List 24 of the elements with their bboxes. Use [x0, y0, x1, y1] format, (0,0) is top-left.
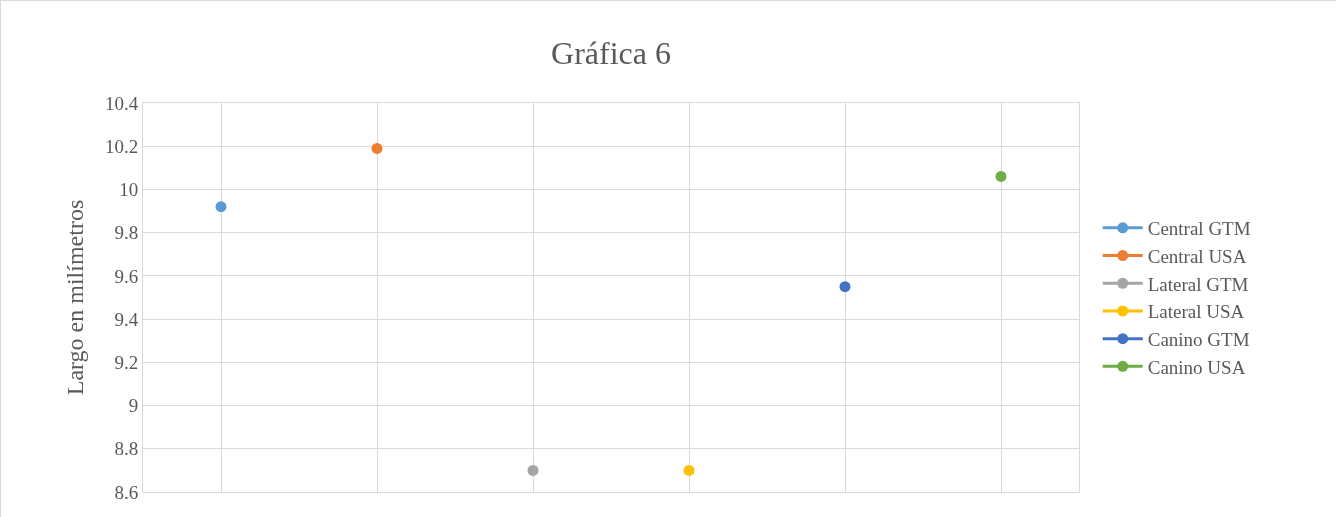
y-tick-label: 9.6 [114, 265, 139, 287]
y-tick-label: 8.8 [114, 438, 139, 460]
y-tick-label: 9 [128, 395, 139, 417]
legend-label: Lateral USA [1147, 301, 1245, 323]
chart-title: Gráfica 6 [551, 34, 671, 71]
legend-label: Lateral GTM [1147, 273, 1249, 295]
y-tick-label: 8.6 [114, 481, 139, 503]
legend-label: Central GTM [1147, 218, 1251, 240]
y-tick-label: 9.4 [114, 308, 139, 330]
y-axis-title: Largo en milímetros [62, 199, 89, 396]
y-tick-label: 10.4 [104, 92, 139, 114]
legend-label: Canino USA [1147, 356, 1246, 378]
y-tick-label: 9.2 [114, 351, 139, 373]
legend-label: Central USA [1147, 245, 1247, 267]
point [215, 201, 227, 213]
legend-label: Canino GTM [1147, 329, 1250, 351]
point [527, 464, 539, 476]
point [371, 142, 383, 154]
y-tick-label: 10 [119, 179, 139, 201]
point [683, 464, 695, 476]
y-tick-label: 9.8 [114, 222, 139, 244]
point [995, 170, 1007, 182]
y-tick-label: 10.2 [104, 135, 139, 157]
point [839, 281, 851, 293]
